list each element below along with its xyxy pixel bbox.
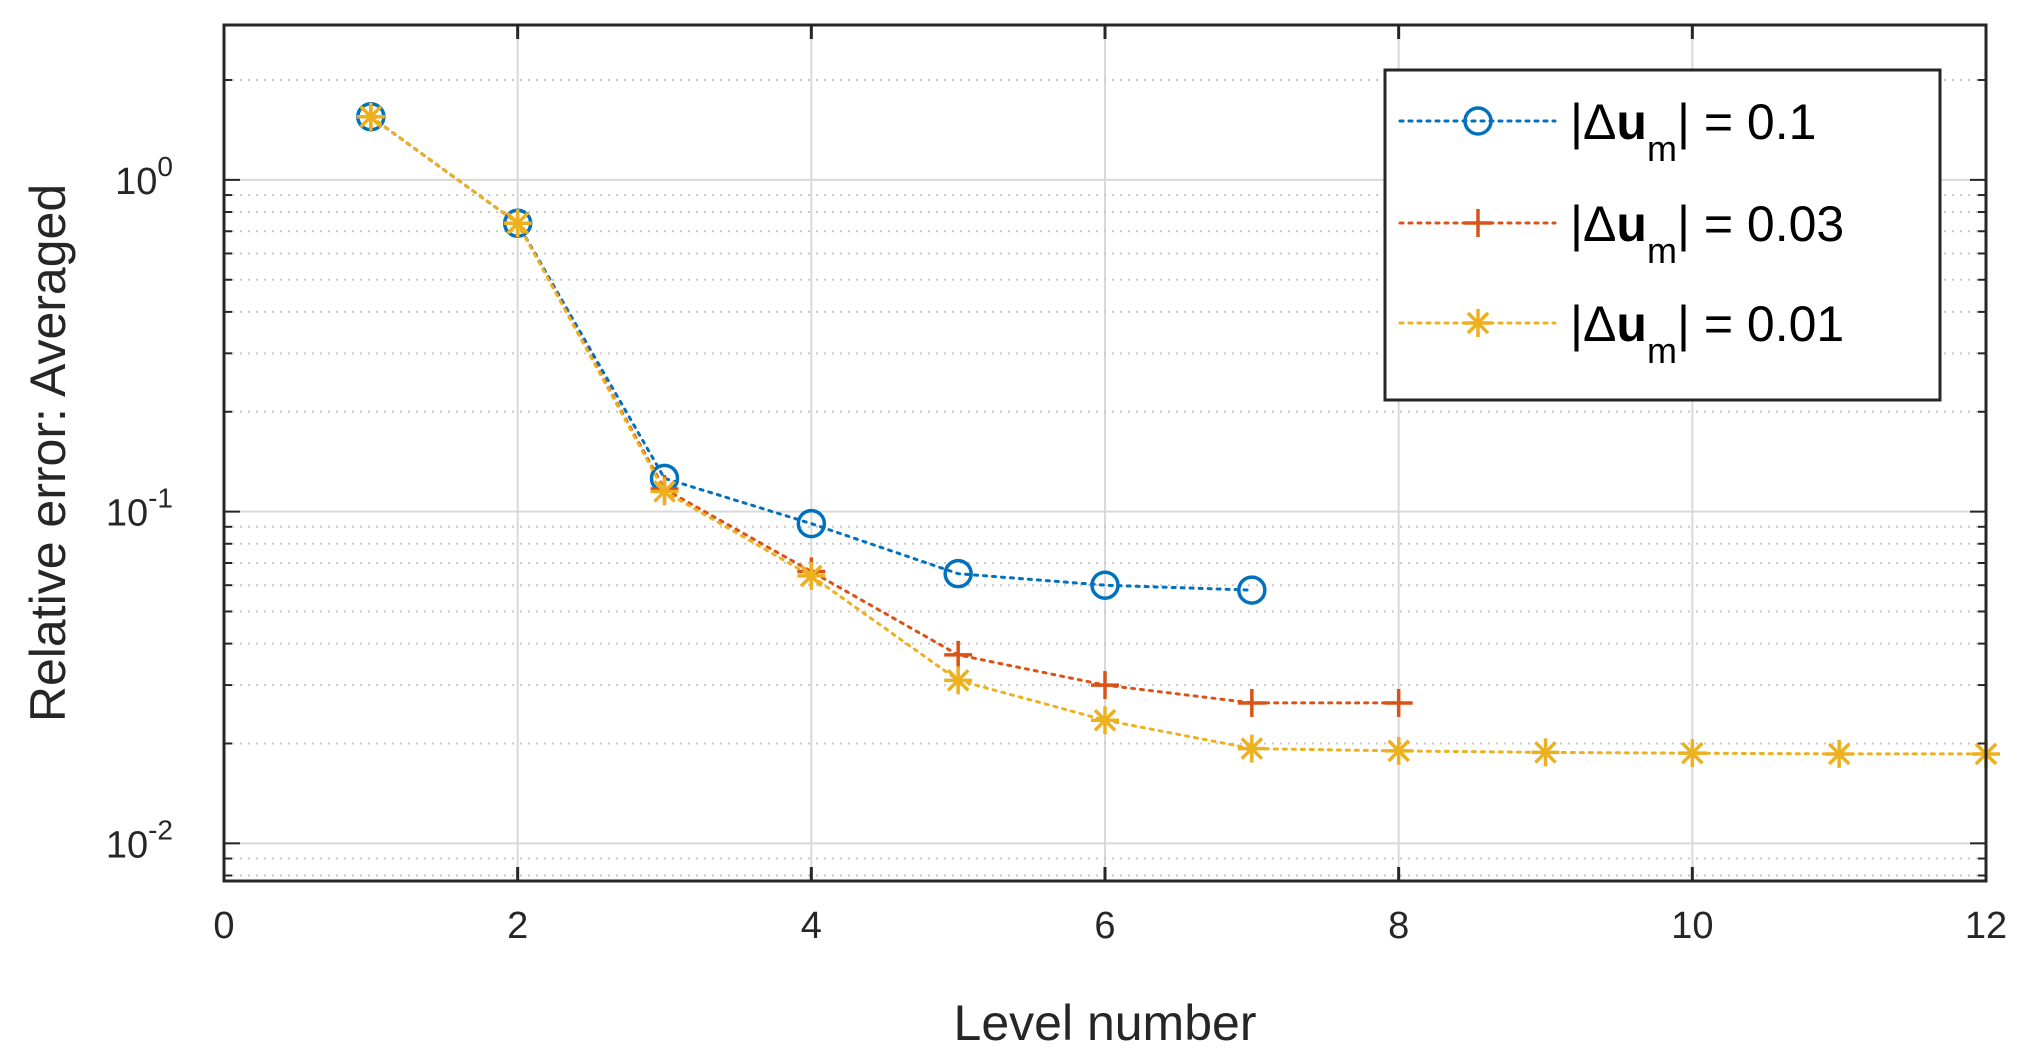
- series-3-point: [1237, 734, 1266, 763]
- series-3-point-d2: [1240, 737, 1264, 760]
- series-3-point: [1825, 739, 1854, 768]
- legend-item-2: |Δum| = 0.03: [1398, 196, 1844, 271]
- series-3-point: [356, 102, 385, 131]
- series-3-point: [944, 666, 973, 695]
- x-tick-label: 0: [213, 905, 234, 947]
- series-3-line: [369, 115, 1988, 756]
- series-3-point-d2: [946, 669, 970, 692]
- x-axis: 0 2 4 6 8 10 12: [213, 25, 2007, 947]
- x-tick-label: 2: [507, 905, 528, 947]
- series-2-line: [369, 115, 1401, 705]
- series-1-point: [943, 558, 973, 589]
- y-tick-label: 10-1: [106, 483, 173, 535]
- series-3-point-d2: [1093, 708, 1117, 732]
- series-1-point: [1090, 570, 1120, 600]
- legend-label: |Δum| = 0.1: [1570, 94, 1816, 169]
- x-tick-label: 4: [801, 905, 822, 947]
- series-1-point: [1237, 575, 1267, 605]
- y-axis-label: Relative error: Averaged: [20, 184, 76, 722]
- x-tick-label: 12: [1965, 905, 2007, 947]
- series-3-point-d2: [800, 564, 823, 588]
- series-3-point: [503, 209, 532, 238]
- series-3-point-d2: [653, 480, 676, 503]
- series-3-point: [650, 477, 679, 506]
- legend-marker: [1464, 209, 1492, 237]
- series-1-point: [796, 508, 827, 539]
- legend-label: |Δum| = 0.01: [1570, 296, 1844, 371]
- series-3-point-d2: [506, 211, 529, 235]
- x-tick-label: 10: [1671, 905, 1713, 947]
- x-tick-label: 8: [1388, 905, 1409, 947]
- series-3-point: [1091, 706, 1119, 735]
- series-3-point-d2: [359, 105, 383, 129]
- legend-marker: [1464, 309, 1492, 337]
- series-2-point: [1384, 688, 1413, 717]
- series-3-point: [1531, 738, 1560, 767]
- series-3-point-d2: [1534, 741, 1557, 764]
- y-tick-label: 10-2: [106, 814, 173, 866]
- legend-item-3: |Δum| = 0.01: [1398, 296, 1844, 371]
- legend-item-1: |Δum| = 0.1: [1398, 94, 1816, 169]
- legend-marker: [1463, 106, 1493, 136]
- series-3-point: [1384, 736, 1413, 765]
- series-2-point: [944, 640, 973, 669]
- legend-marker-d2: [1466, 311, 1490, 335]
- series-2-point: [1237, 688, 1266, 717]
- y-axis: 100 10-1 10-2: [106, 79, 1986, 877]
- y-tick-label: 100: [115, 151, 173, 203]
- x-tick-label: 6: [1094, 905, 1115, 947]
- legend: |Δum| = 0.1 |Δum| = 0.03 |Δum| = 0.01: [1383, 68, 1942, 402]
- x-axis-label: Level number: [954, 995, 1257, 1051]
- series-layer: [356, 101, 2000, 768]
- series-3-point-d2: [1387, 739, 1410, 763]
- series-3-point: [797, 561, 826, 590]
- series-3-point: [1678, 739, 1707, 768]
- series-3-point-d2: [1681, 741, 1704, 765]
- series-2-point: [1091, 671, 1119, 700]
- legend-label: |Δum| = 0.03: [1570, 196, 1844, 271]
- series-3-point-d2: [1827, 742, 1851, 766]
- series-3: [356, 102, 2000, 768]
